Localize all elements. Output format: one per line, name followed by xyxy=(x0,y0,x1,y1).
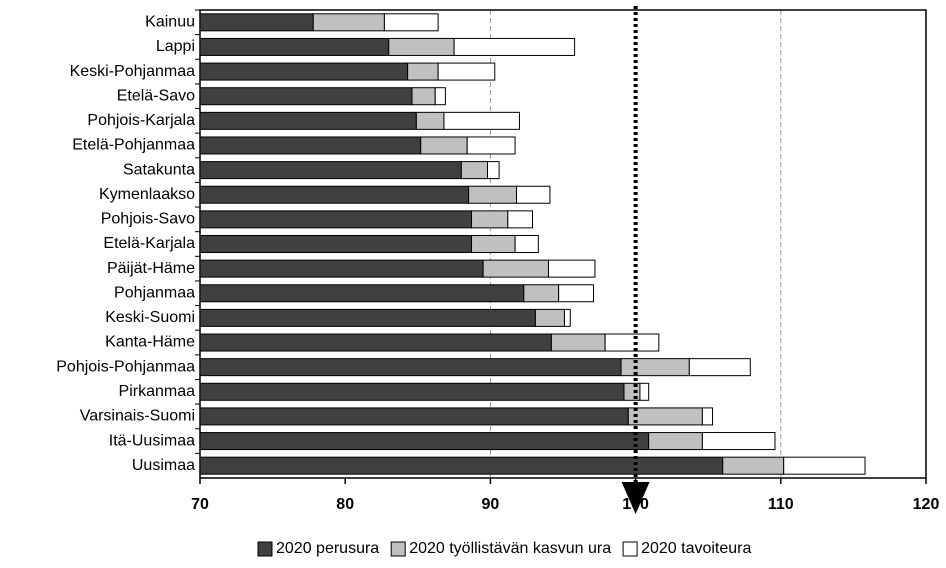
reference-arrow xyxy=(621,482,650,514)
bar-segment xyxy=(516,185,551,204)
y-tick-label: Etelä-Karjala xyxy=(103,235,195,252)
legend-label: 2020 perusura xyxy=(276,540,379,557)
y-tick-label: Etelä-Pohjanmaa xyxy=(72,137,195,154)
bar-segment xyxy=(547,259,596,278)
bar-segment xyxy=(199,111,417,130)
bar-segment xyxy=(523,284,560,303)
bar-segment xyxy=(466,136,516,155)
bar-segment xyxy=(199,210,473,229)
bar-segment xyxy=(407,62,439,81)
bar-segment xyxy=(383,13,439,32)
x-tick-label: 120 xyxy=(913,496,940,513)
bar-segment xyxy=(460,161,488,180)
bar-segment xyxy=(199,259,484,278)
bar-segment xyxy=(443,111,520,130)
bar-segment xyxy=(471,210,509,229)
y-tick-label: Päijät-Häme xyxy=(107,260,195,277)
bar-segment xyxy=(507,210,534,229)
bar-segment xyxy=(688,358,751,377)
y-tick-label: Kanta-Häme xyxy=(105,334,195,351)
bar-segment xyxy=(199,432,650,451)
bar-segment xyxy=(199,284,525,303)
bar-segment xyxy=(199,456,724,475)
legend-label: 2020 työllistävän kasvun ura xyxy=(409,540,611,557)
legend-swatch xyxy=(622,541,638,557)
bar-segment xyxy=(627,407,703,426)
bar-segment xyxy=(199,87,413,106)
y-tick-label: Kainuu xyxy=(145,14,195,31)
bar-segment xyxy=(199,136,422,155)
bar-segment xyxy=(648,432,703,451)
bar-segment xyxy=(434,87,446,106)
x-tick-label: 110 xyxy=(768,496,794,513)
bar-segment xyxy=(411,87,436,106)
y-tick-label: Pohjois-Karjala xyxy=(87,112,195,129)
y-tick-label: Keski-Pohjanmaa xyxy=(70,63,196,80)
bar-segment xyxy=(199,308,536,327)
bar-segment xyxy=(471,235,516,253)
bar-segment xyxy=(783,456,866,475)
bar-segment xyxy=(701,432,776,451)
y-tick-label: Pohjanmaa xyxy=(114,284,195,301)
y-tick-label: Keski-Suomi xyxy=(105,309,195,326)
y-tick-label: Pohjois-Pohjanmaa xyxy=(56,358,195,375)
bar-segment xyxy=(199,161,462,180)
bar-segment xyxy=(199,62,409,81)
bar-segment xyxy=(199,407,629,426)
bar-segment xyxy=(312,13,385,32)
bar-segment xyxy=(482,259,549,278)
bar-segment xyxy=(534,308,565,327)
x-tick-label: 90 xyxy=(482,496,500,513)
bar-segment xyxy=(453,37,576,56)
x-tick-label: 80 xyxy=(336,496,354,513)
bar-segment xyxy=(199,358,622,377)
bar-segment xyxy=(199,333,552,352)
bar-segment xyxy=(550,333,606,352)
legend-label: 2020 tavoiteura xyxy=(641,540,751,557)
y-tick-label: Lappi xyxy=(156,38,195,55)
bar-segment xyxy=(639,382,650,401)
legend-swatch xyxy=(390,541,406,557)
bar-segment xyxy=(514,235,539,253)
bar-segment xyxy=(486,161,500,180)
legend-swatch xyxy=(257,541,273,557)
bar-segment xyxy=(558,284,594,303)
y-tick-label: Pirkanmaa xyxy=(119,383,196,400)
bar-segment xyxy=(199,13,314,32)
x-tick-label: 70 xyxy=(191,496,209,513)
y-tick-label: Itä-Uusimaa xyxy=(109,432,195,449)
bar-segment xyxy=(468,185,518,204)
y-tick-label: Satakunta xyxy=(123,161,195,178)
bar-segment xyxy=(199,37,390,56)
bar-segment xyxy=(199,235,473,253)
y-tick-label: Uusimaa xyxy=(132,457,195,474)
bar-segment xyxy=(388,37,455,56)
bar-segment xyxy=(437,62,496,81)
bar-segment xyxy=(199,382,625,401)
bar-segment xyxy=(563,308,571,327)
bar-segment xyxy=(199,185,470,204)
y-tick-label: Varsinais-Suomi xyxy=(80,408,195,425)
bar-segment xyxy=(722,456,785,475)
bar-segment xyxy=(415,111,445,130)
bar-segment xyxy=(420,136,468,155)
y-tick-label: Kymenlaakso xyxy=(99,186,195,203)
bar-segment xyxy=(620,358,690,377)
y-tick-label: Pohjois-Savo xyxy=(101,211,195,228)
bar-segment xyxy=(604,333,660,352)
y-tick-label: Etelä-Savo xyxy=(117,87,195,104)
bar-segment xyxy=(701,407,714,426)
